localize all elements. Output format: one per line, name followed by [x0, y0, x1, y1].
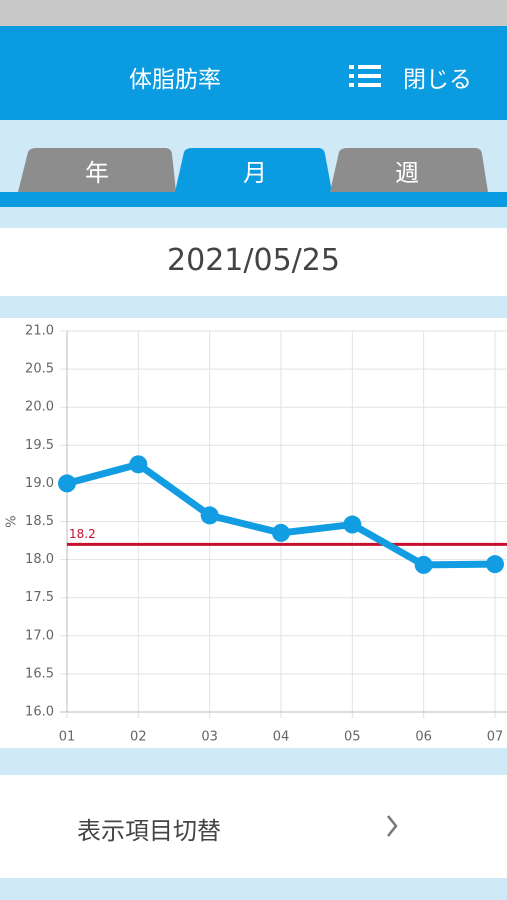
point	[414, 555, 433, 574]
y-tick-label: 19.5	[25, 438, 54, 453]
y-axis-label: %	[5, 515, 20, 527]
tab-active[interactable]	[175, 148, 332, 192]
y-tick-label: 16.0	[25, 705, 54, 720]
toggle-row[interactable]: 表示項目切替	[0, 775, 507, 878]
y-tick-label: 20.5	[25, 362, 54, 377]
point	[58, 474, 76, 493]
point	[485, 555, 504, 574]
x-tick-label: 01	[59, 730, 76, 745]
x-tick-label: 03	[201, 730, 218, 745]
tab[interactable]	[18, 148, 176, 192]
status-bar	[0, 0, 507, 26]
tab[interactable]	[330, 148, 488, 192]
x-tick-label: 04	[273, 730, 290, 745]
y-tick-label: 18.5	[25, 514, 54, 529]
toggle-label: 表示項目切替	[77, 817, 221, 845]
y-tick-label: 17.5	[25, 590, 54, 605]
header: 体脂肪率 閉じる	[0, 26, 507, 120]
tab-label: 年	[85, 159, 109, 187]
x-tick-label: 06	[415, 730, 432, 745]
tab-label: 月	[243, 159, 267, 187]
x-tick-label: 05	[344, 730, 361, 745]
reference-label: 18.2	[69, 527, 96, 541]
point	[343, 515, 362, 534]
x-tick-label: 07	[487, 730, 504, 745]
close-button[interactable]: 閉じる	[403, 67, 472, 93]
chart: 16.0 16.5 17.0 17.5 18.0 18.5 19.0 19.5 20.0 20.5…	[0, 318, 507, 748]
tab-label: 週	[395, 159, 419, 187]
point	[129, 455, 148, 474]
y-tick-label: 18.0	[25, 552, 54, 567]
point	[271, 523, 290, 542]
chevron	[387, 815, 398, 837]
y-tick-label: 17.0	[25, 628, 54, 643]
date: 2021/05/25	[0, 228, 507, 296]
header-title: 体脂肪率	[129, 67, 221, 93]
point	[200, 506, 219, 525]
y-tick-label: 20.0	[25, 400, 54, 415]
y-tick-label: 21.0	[25, 324, 54, 339]
y-tick-label: 19.0	[25, 476, 54, 491]
y-tick-label: 16.5	[25, 666, 54, 681]
list-icon[interactable]	[349, 64, 381, 88]
tab-bar: 年 月 週	[0, 148, 507, 207]
x-tick-label: 02	[130, 730, 147, 745]
